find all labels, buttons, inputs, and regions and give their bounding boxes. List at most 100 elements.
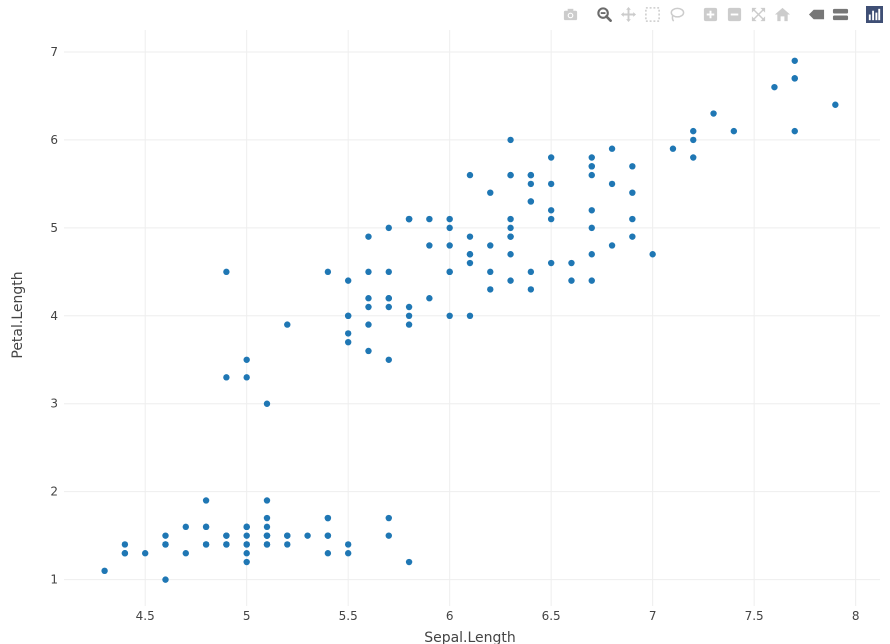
data-point[interactable] (487, 286, 494, 293)
data-point[interactable] (629, 215, 636, 223)
data-point[interactable] (284, 541, 291, 548)
data-point[interactable] (141, 550, 149, 557)
data-point[interactable] (365, 347, 372, 355)
data-point[interactable] (405, 321, 413, 328)
data-point[interactable] (588, 251, 595, 258)
data-point[interactable] (710, 110, 717, 117)
data-point[interactable] (385, 268, 392, 276)
data-point[interactable] (629, 233, 636, 240)
zoom-in-icon[interactable] (698, 4, 722, 24)
data-point[interactable] (507, 277, 514, 284)
data-point[interactable] (791, 75, 798, 82)
data-point[interactable] (507, 233, 514, 240)
data-point[interactable] (426, 295, 433, 302)
data-point[interactable] (223, 541, 230, 548)
zoom-icon[interactable] (592, 4, 616, 24)
data-point[interactable] (588, 154, 595, 161)
box-select-icon[interactable] (640, 4, 664, 24)
data-point[interactable] (446, 215, 453, 223)
data-point[interactable] (243, 532, 250, 539)
data-point[interactable] (304, 532, 311, 539)
data-point[interactable] (466, 171, 474, 179)
data-point[interactable] (588, 171, 595, 179)
data-point[interactable] (365, 295, 372, 302)
data-point[interactable] (588, 163, 595, 170)
data-point[interactable] (263, 541, 271, 548)
data-point[interactable] (223, 268, 230, 276)
data-point[interactable] (791, 57, 798, 64)
data-point[interactable] (162, 541, 169, 548)
data-point[interactable] (487, 189, 494, 196)
hover-closest-icon[interactable] (804, 4, 828, 24)
data-point[interactable] (223, 374, 230, 381)
data-point[interactable] (344, 550, 352, 557)
data-point[interactable] (588, 207, 595, 214)
data-point[interactable] (629, 189, 636, 196)
data-point[interactable] (466, 233, 474, 240)
data-point[interactable] (385, 514, 392, 522)
data-point[interactable] (466, 251, 474, 258)
zoom-out-icon[interactable] (722, 4, 746, 24)
data-point[interactable] (263, 523, 271, 531)
data-point[interactable] (568, 277, 575, 284)
data-point[interactable] (832, 101, 839, 108)
data-point[interactable] (690, 154, 697, 161)
data-point[interactable] (690, 127, 697, 135)
data-point[interactable] (344, 541, 352, 548)
data-point[interactable] (162, 576, 169, 583)
data-point[interactable] (649, 251, 656, 258)
pan-icon[interactable] (616, 4, 640, 24)
reset-axes-icon[interactable] (770, 4, 794, 24)
data-point[interactable] (608, 145, 616, 152)
data-point[interactable] (101, 567, 108, 575)
data-point[interactable] (771, 83, 778, 91)
data-point[interactable] (243, 550, 250, 557)
camera-icon[interactable] (558, 4, 582, 24)
data-point[interactable] (284, 321, 291, 328)
data-point[interactable] (385, 295, 392, 302)
data-point[interactable] (121, 541, 129, 548)
data-point[interactable] (730, 127, 738, 135)
data-point[interactable] (487, 268, 494, 276)
data-point[interactable] (547, 215, 555, 223)
data-point[interactable] (385, 532, 392, 539)
data-point[interactable] (507, 251, 514, 258)
data-point[interactable] (568, 259, 575, 267)
data-point[interactable] (690, 136, 697, 144)
data-point[interactable] (608, 242, 616, 249)
data-point[interactable] (243, 523, 250, 531)
data-point[interactable] (284, 532, 291, 539)
data-point[interactable] (263, 514, 271, 522)
data-point[interactable] (608, 180, 616, 188)
data-point[interactable] (385, 224, 392, 232)
data-point[interactable] (547, 207, 555, 214)
data-point[interactable] (202, 523, 210, 531)
data-point[interactable] (324, 268, 332, 276)
data-point[interactable] (446, 242, 453, 249)
data-point[interactable] (243, 356, 250, 363)
data-point[interactable] (344, 312, 352, 320)
data-point[interactable] (385, 356, 392, 363)
data-point[interactable] (365, 321, 372, 328)
data-point[interactable] (547, 154, 555, 161)
data-point[interactable] (446, 224, 453, 232)
data-point[interactable] (547, 180, 555, 188)
data-point[interactable] (629, 163, 636, 170)
data-point[interactable] (487, 242, 494, 249)
data-point[interactable] (547, 259, 555, 267)
data-point[interactable] (527, 268, 535, 276)
data-point[interactable] (263, 532, 271, 539)
data-point[interactable] (405, 558, 413, 566)
data-point[interactable] (263, 400, 271, 407)
autoscale-icon[interactable] (746, 4, 770, 24)
lasso-select-icon[interactable] (664, 4, 688, 24)
data-point[interactable] (507, 171, 514, 179)
data-point[interactable] (527, 180, 535, 188)
data-point[interactable] (588, 277, 595, 284)
data-point[interactable] (344, 338, 352, 346)
data-point[interactable] (669, 145, 677, 152)
data-point[interactable] (344, 277, 352, 284)
data-point[interactable] (446, 268, 453, 276)
data-point[interactable] (182, 523, 189, 531)
data-point[interactable] (527, 171, 535, 179)
